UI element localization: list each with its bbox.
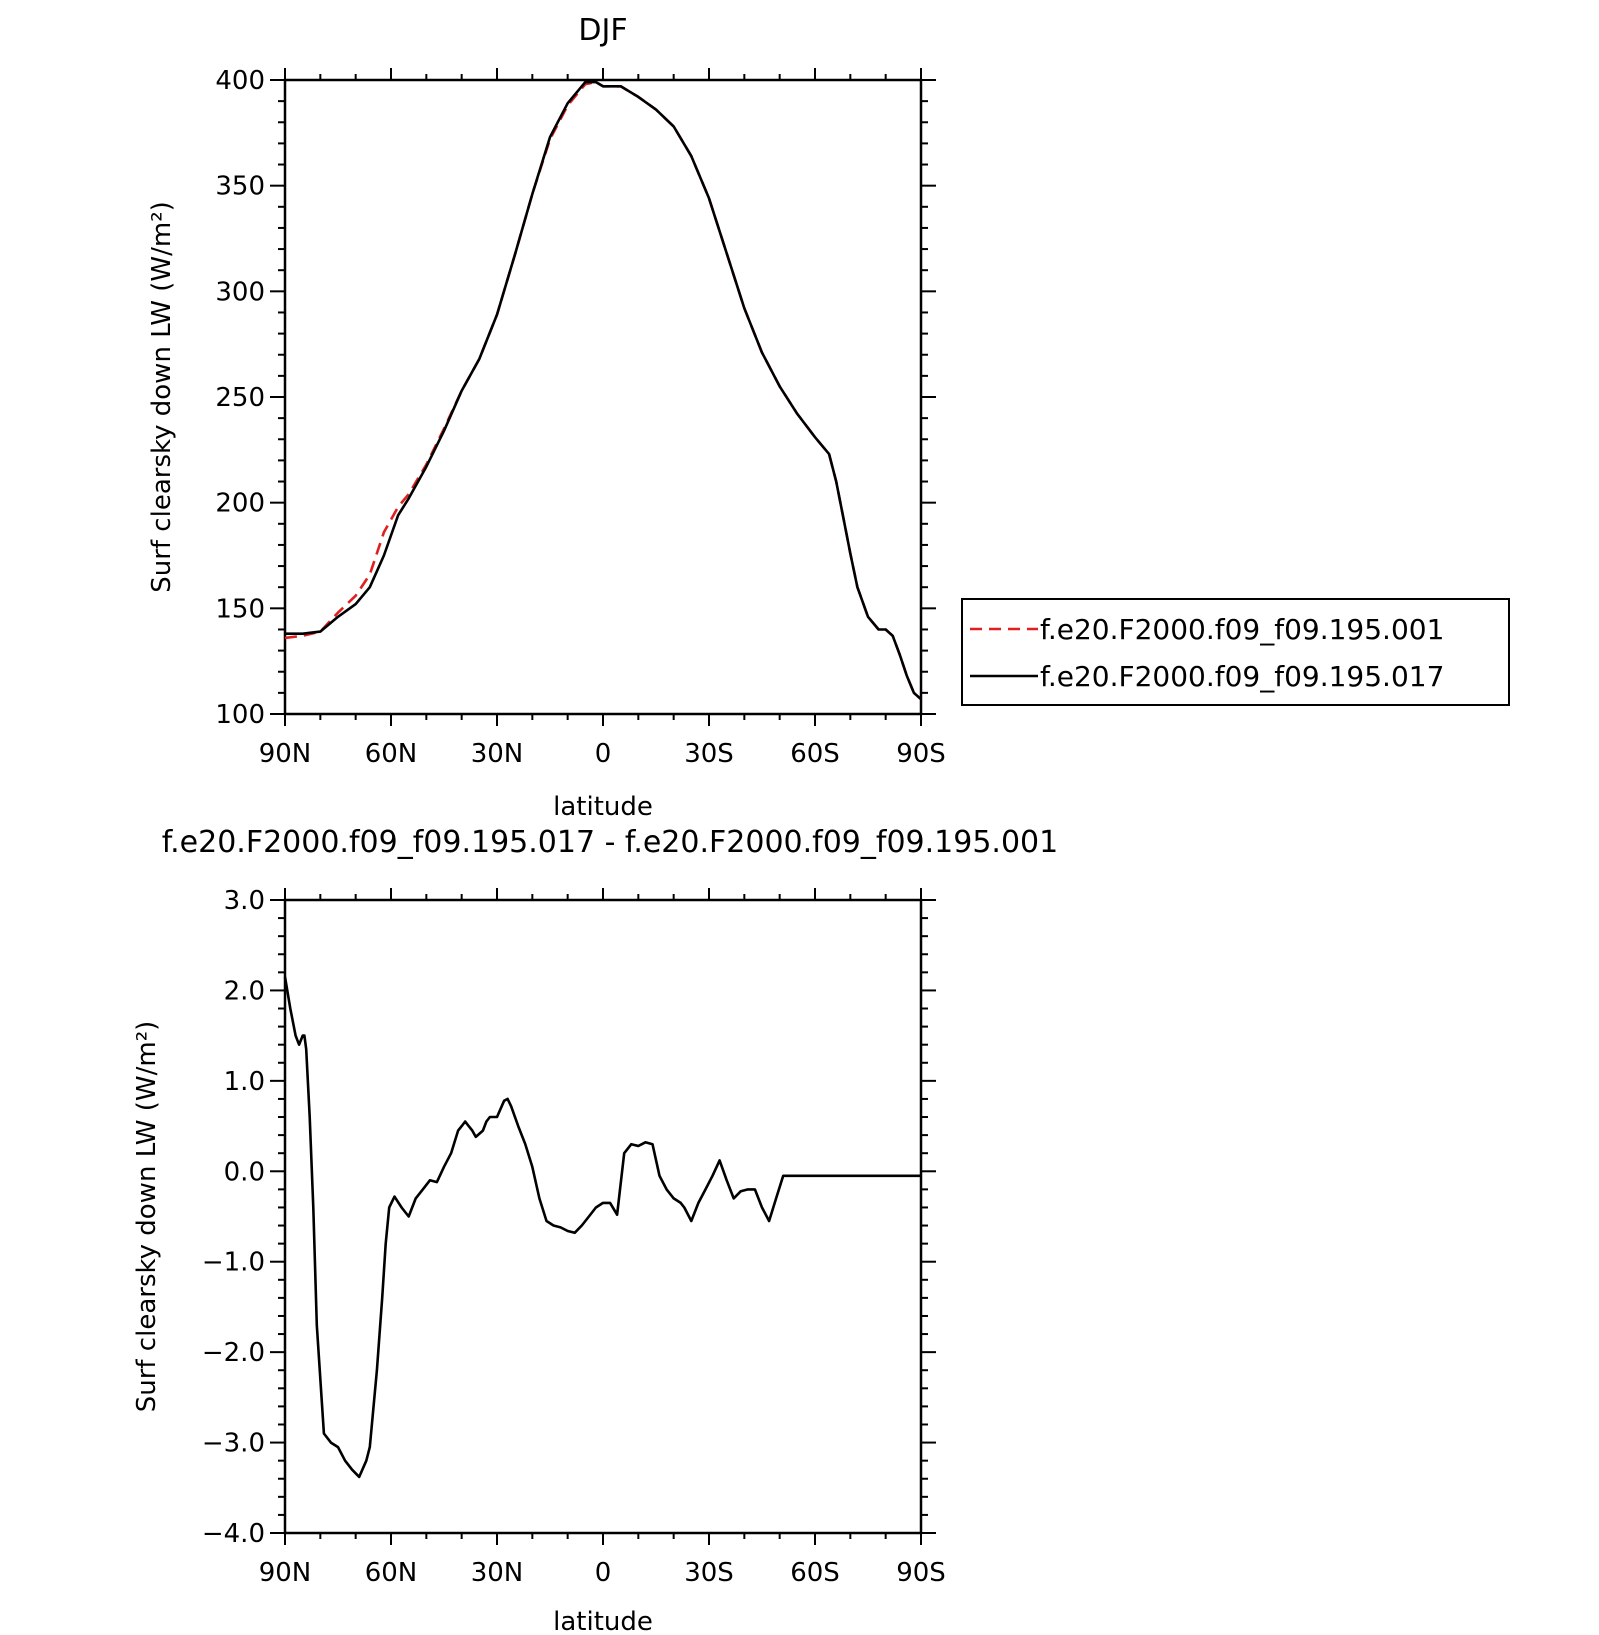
plot-area: 90N 60N 30N 0 30S 60S 90S 400 350 300 250 200 150 100 (215, 66, 945, 769)
x-tick-label: 90S (896, 739, 946, 769)
y-tick-label: 3.0 (224, 886, 265, 916)
y-tick-label: −3.0 (202, 1429, 265, 1459)
legend: f.e20.F2000.f09_f09.195.001 f.e20.F2000.f… (961, 598, 1510, 706)
x-tick-label: 90N (259, 1558, 312, 1588)
y-axis-label: Surf clearsky down LW (W/m²) (147, 201, 177, 593)
y-tick-label: 1.0 (224, 1067, 265, 1097)
x-tick-label: 0 (595, 1558, 612, 1588)
legend-entry-label: f.e20.F2000.f09_f09.195.001 (1040, 613, 1444, 646)
y-tick-label: 0.0 (224, 1157, 265, 1187)
chart-title: f.e20.F2000.f09_f09.195.017 - f.e20.F200… (162, 825, 1058, 860)
x-tick-label: 90S (896, 1558, 946, 1588)
plot-area: 90N 60N 30N 0 30S 60S 90S 3.0 2.0 1.0 0.0 −1.0 −2.0 −… (202, 886, 946, 1588)
y-tick-label: 350 (215, 172, 265, 202)
y-tick-label: 400 (215, 66, 265, 96)
x-tick-label: 30S (684, 739, 734, 769)
series-line-0 (283, 976, 921, 1479)
y-tick-label: 300 (215, 277, 265, 307)
series-line-0 (284, 80, 922, 701)
y-tick-label: 2.0 (224, 976, 265, 1006)
x-axis-label: latitude (553, 792, 653, 822)
chart-title: DJF (578, 13, 627, 48)
legend-entry-label: f.e20.F2000.f09_f09.195.017 (1040, 660, 1444, 693)
x-tick-label: 60S (790, 739, 840, 769)
y-axis-label: Surf clearsky down LW (W/m²) (132, 1021, 162, 1413)
x-axis-label: latitude (553, 1607, 653, 1635)
x-tick-label: 60N (365, 1558, 418, 1588)
x-tick-label: 0 (595, 739, 612, 769)
x-tick-label: 60N (365, 739, 418, 769)
x-tick-label: 90N (259, 739, 312, 769)
x-tick-label: 30N (471, 739, 524, 769)
y-tick-label: 150 (215, 594, 265, 624)
plot-frame (283, 898, 923, 1535)
top-panel: DJF 90N 60N 30N 0 30S 60S 90S 400 350 300 250 200 15… (147, 13, 1510, 822)
bottom-panel: f.e20.F2000.f09_f09.195.017 - f.e20.F200… (132, 825, 1058, 1635)
x-tick-label: 30S (684, 1558, 734, 1588)
plot-frame (283, 78, 923, 716)
x-tick-label: 60S (790, 1558, 840, 1588)
y-tick-label: −2.0 (202, 1338, 265, 1368)
series-line-1 (285, 80, 922, 701)
y-tick-label: 100 (215, 700, 265, 730)
y-tick-label: −4.0 (202, 1519, 265, 1549)
y-tick-label: 250 (215, 383, 265, 413)
y-tick-label: −1.0 (202, 1248, 265, 1278)
y-tick-label: 200 (215, 489, 265, 519)
legend-box (961, 598, 1510, 706)
x-tick-label: 30N (471, 1558, 524, 1588)
